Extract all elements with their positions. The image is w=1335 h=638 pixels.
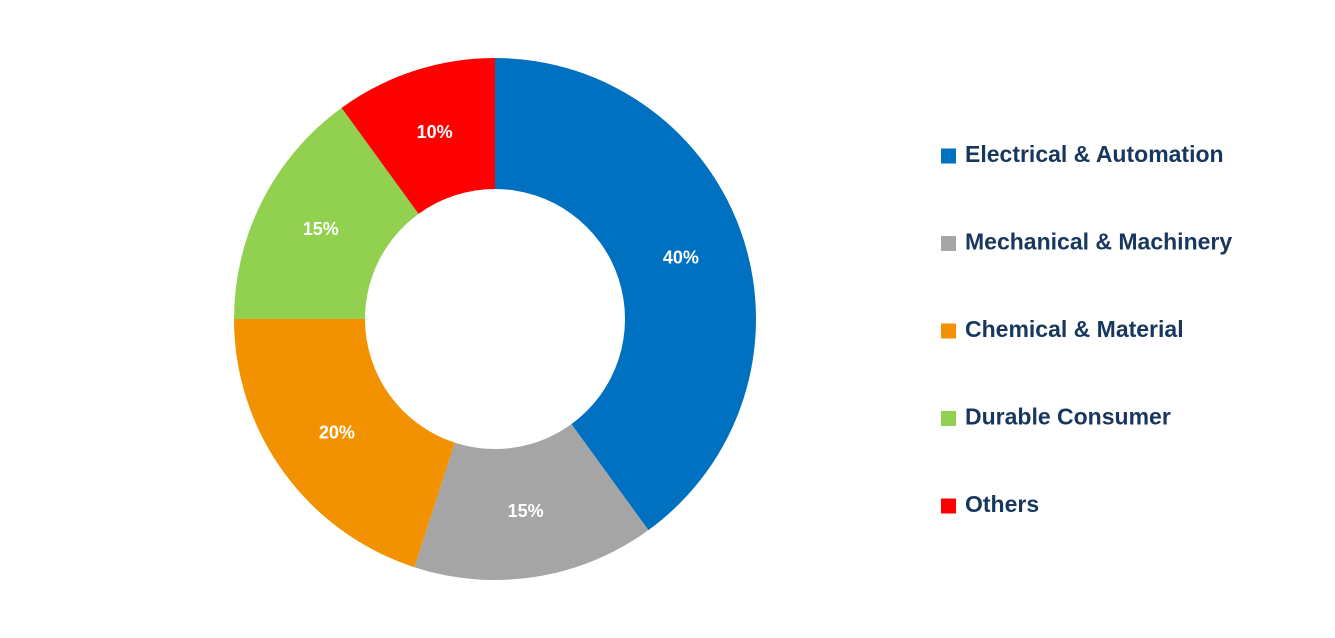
legend-label: Durable Consumer: [965, 404, 1171, 430]
slice: [414, 424, 649, 580]
slice: [495, 58, 756, 531]
legend-label: Others: [965, 491, 1039, 517]
legend-swatch: [941, 498, 956, 514]
legend-label: Mechanical & Machinery: [965, 229, 1232, 255]
data-label: 10%: [417, 122, 453, 142]
data-label: 40%: [663, 247, 699, 267]
legend-swatch: [941, 323, 956, 339]
legend-swatch: [941, 411, 956, 426]
slice: [234, 107, 419, 320]
legend-label: Electrical & Automation: [965, 141, 1224, 167]
legend-swatch: [941, 148, 956, 164]
data-label: 15%: [508, 501, 544, 521]
data-label: 20%: [319, 423, 355, 443]
data-label: 15%: [303, 219, 339, 239]
legend-label: Chemical & Material: [965, 316, 1184, 342]
slice: [234, 319, 455, 568]
slice: [341, 58, 495, 214]
legend-swatch: [941, 236, 956, 251]
